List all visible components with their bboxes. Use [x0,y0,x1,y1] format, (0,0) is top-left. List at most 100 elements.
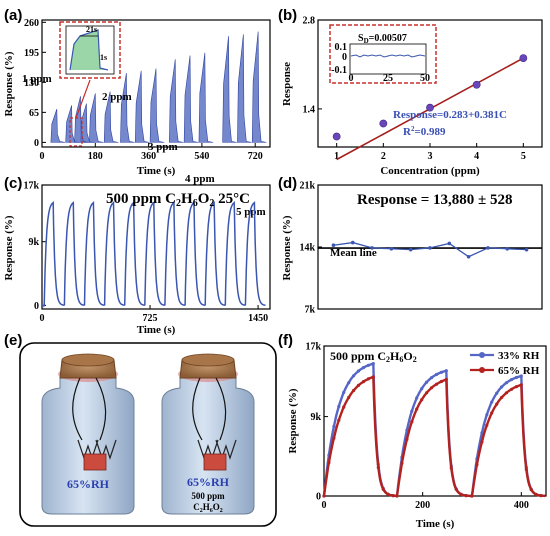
chart-a-inset: 21s 1s [59,21,121,79]
chart-a-xtick-label: 180 [88,151,103,162]
bottle-1-cork-top [61,353,115,367]
chart-a-xtick-label: 360 [141,151,156,162]
chart-f-point [454,487,458,491]
chart-a-conc-label: 3 ppm [148,141,178,153]
chart-f-point [366,363,370,367]
chart-a-series-3 [120,68,165,143]
chart-f-point [361,366,366,370]
chart-b-xtick-label: 5 [521,151,526,162]
bottle-1-wires [72,377,107,441]
chart-a-ytick-label: 130 [24,78,39,89]
chart-f-point [420,387,424,391]
chart-b-inset-box [329,24,437,84]
chart-b-xtick-label: 3 [428,151,433,162]
panel-label-a: (a) [4,7,22,24]
chart-c-frame [41,184,271,310]
chart-f-point [429,376,434,380]
chart-c-ytick-label: 0 [34,301,39,312]
chart-f-point [519,374,523,378]
chart-f-point [504,391,509,395]
chart-a-ytick-label: 0 [34,138,39,149]
chart-a-zoom-arrow [75,79,91,119]
chart-f-series-33rh [322,362,546,498]
chart-d-ytick-label: 14k [299,243,315,254]
bottle-1-clips [77,439,117,460]
chart-f-point [347,381,351,385]
chart-b-xtick-label: 4 [474,151,479,162]
chart-d-ytick-label: 21k [299,181,315,192]
chart-d-mean-label: Mean line [330,247,377,259]
chart-f-point [490,411,494,415]
chart-a-xlabel: Time (s) [137,165,176,177]
panel-label-c: (c) [4,175,22,192]
chart-f-point [500,395,504,400]
panel-label-f: (f) [278,332,293,349]
chart-d-title: Response = 13,880 ± 528 [357,192,513,208]
chart-f-point [524,467,528,471]
chart-b-xtick-label: 2 [381,151,386,162]
chart-f-xtick-label: 400 [514,500,529,511]
chart-f-title: 500 ppm C2H6O2 [330,349,417,364]
chart-d-ylabel: Response (%) [281,215,293,280]
chart-a-ylabel: Response (%) [3,51,15,116]
chart-d-point [408,247,413,252]
chart-b-ytick-label: 2.8 [303,16,316,27]
chart-f-point [475,463,479,467]
chart-a-inset-frame [65,25,115,75]
chart-b-point [332,132,341,141]
chart-b-point [426,103,434,112]
chart-a: 0 180 360 540 720 0 65 130 195 260 1 ppm 2 ppm 3 pp… [3,18,271,218]
chart-f-point [356,383,361,387]
chart-a-conc-label: 1 ppm [22,73,52,85]
chart-b-ylabel: Response [281,62,293,106]
legend-label-65rh: 65% RH [498,365,540,377]
chart-a-inset-label-top: 21s [86,25,97,34]
chart-f-point [439,379,443,384]
chart-b-inset-frame [349,43,427,75]
chart-f-point [395,494,399,498]
chart-f-point [434,382,439,386]
chart-f-point [376,465,380,470]
bottle-1-label: 65%RH [67,477,110,491]
chart-f-point [495,402,499,406]
chart-b-inset-curve [350,54,426,58]
chart-d-ytick-label: 7k [304,305,315,316]
chart-c-xtick-label: 725 [143,313,158,324]
chart-b: 1 2 3 4 5 1.4 2.8 Response=0.283+0.381C R2=0.9… [281,16,543,177]
chart-d-point [505,246,510,251]
chart-f-point [449,466,453,470]
chart-f-point [322,494,326,498]
chart-a-frame [41,19,271,148]
chart-f-point [504,381,509,385]
chart-f-point [429,386,434,390]
chart-f-point [361,380,366,384]
chart-f-point [509,378,514,382]
chart-f-point [337,404,341,409]
chart-a-inset-label-bottom: 1s [100,53,107,62]
chart-c-curve [42,200,266,308]
chart-f-point [425,380,429,384]
chart-f-point [352,374,356,378]
chart-f-point [444,377,448,382]
chart-a-series-4 [169,52,214,143]
chart-f-legend: 33% RH 65% RH [470,350,540,377]
chart-f-point [405,437,409,441]
chart-f-point [439,370,443,374]
chart-c-xtick-label: 0 [40,313,45,324]
chart-b-point [379,119,388,128]
chart-f-point [327,461,331,465]
chart-f-point [332,436,336,440]
chart-f-point [400,461,404,465]
chart-a-xtick-label: 0 [40,151,45,162]
chart-f-point [485,423,489,427]
chart-f-point [490,400,494,404]
chart-f-point [534,492,538,497]
chart-a-inset-curve [69,29,109,71]
chart-f-point [480,431,484,435]
bottle-2-clips [197,439,237,460]
chart-b-inset-xtick: 0 [349,73,354,84]
chart-b-ytick-label: 1.4 [303,104,316,115]
chart-f-point [509,387,514,391]
chart-f-point [514,375,519,380]
chart-f: 0 200 400 0 9k 17k 500 ppm C2H6O2 33% RH 65% … [287,342,547,530]
